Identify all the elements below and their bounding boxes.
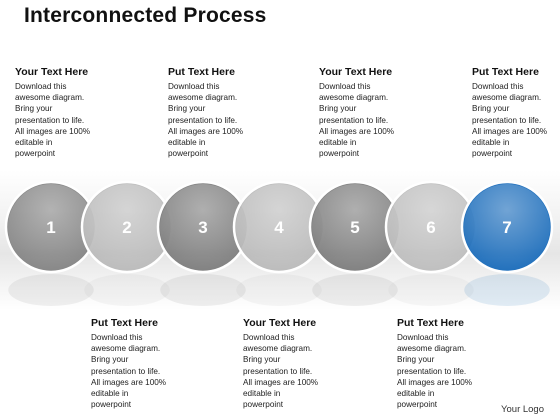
- text-block-heading: Put Text Here: [91, 317, 158, 329]
- text-block-top-1: Your Text Here Download this awesome dia…: [15, 66, 115, 159]
- step-number: 2: [122, 218, 131, 237]
- logo-text: Your Logo: [501, 404, 544, 415]
- text-block-body: Download this awesome diagram. Bring you…: [472, 82, 548, 159]
- circle-reflection-4: [236, 274, 322, 306]
- text-block-bottom-2: Your Text Here Download this awesome dia…: [243, 317, 343, 410]
- step-number: 4: [274, 218, 284, 237]
- step-circle-highlight: [84, 184, 170, 270]
- process-step-3: 3: [156, 180, 250, 274]
- text-block-heading: Your Text Here: [319, 66, 393, 78]
- text-block-bottom-1: Put Text Here Download this awesome diag…: [91, 317, 191, 410]
- step-circle-highlight: [160, 184, 246, 270]
- process-step-7: 7: [460, 180, 554, 274]
- text-block-body: Download this awesome diagram. Bring you…: [91, 333, 167, 410]
- step-circle-highlight: [236, 184, 322, 270]
- circle-reflection-3: [160, 274, 246, 306]
- text-block-top-3: Your Text Here Download this awesome dia…: [319, 66, 419, 159]
- process-step-5: 5: [308, 180, 402, 274]
- text-block-body: Download this awesome diagram. Bring you…: [243, 333, 319, 410]
- circle-reflection-6: [388, 274, 474, 306]
- circle-reflection-5: [312, 274, 398, 306]
- process-step-2: 2: [80, 180, 174, 274]
- step-number: 7: [502, 218, 511, 237]
- circle-reflection-2: [84, 274, 170, 306]
- text-block-heading: Your Text Here: [243, 317, 317, 329]
- circle-reflection-1: [8, 274, 94, 306]
- step-number: 5: [350, 218, 359, 237]
- text-block-bottom-3: Put Text Here Download this awesome diag…: [397, 317, 497, 410]
- text-block-heading: Your Text Here: [15, 66, 89, 78]
- step-circle-highlight: [388, 184, 474, 270]
- process-step-6: 6: [384, 180, 478, 274]
- step-number: 3: [198, 218, 207, 237]
- text-block-heading: Put Text Here: [168, 66, 235, 78]
- step-number: 6: [426, 218, 435, 237]
- step-circle-highlight: [464, 184, 550, 270]
- step-circle-highlight: [8, 184, 94, 270]
- text-block-heading: Put Text Here: [397, 317, 464, 329]
- step-circle-highlight: [312, 184, 398, 270]
- text-block-body: Download this awesome diagram. Bring you…: [15, 82, 91, 159]
- step-number: 1: [46, 218, 55, 237]
- text-block-top-4: Put Text Here Download this awesome diag…: [472, 66, 560, 159]
- text-block-heading: Put Text Here: [472, 66, 539, 78]
- process-step-1: 1: [4, 180, 98, 274]
- text-block-body: Download this awesome diagram. Bring you…: [397, 333, 473, 410]
- text-block-body: Download this awesome diagram. Bring you…: [168, 82, 244, 159]
- circle-reflection-7: [464, 274, 550, 306]
- page-title: Interconnected Process: [24, 4, 267, 27]
- text-block-body: Download this awesome diagram. Bring you…: [319, 82, 395, 159]
- text-block-top-2: Put Text Here Download this awesome diag…: [168, 66, 268, 159]
